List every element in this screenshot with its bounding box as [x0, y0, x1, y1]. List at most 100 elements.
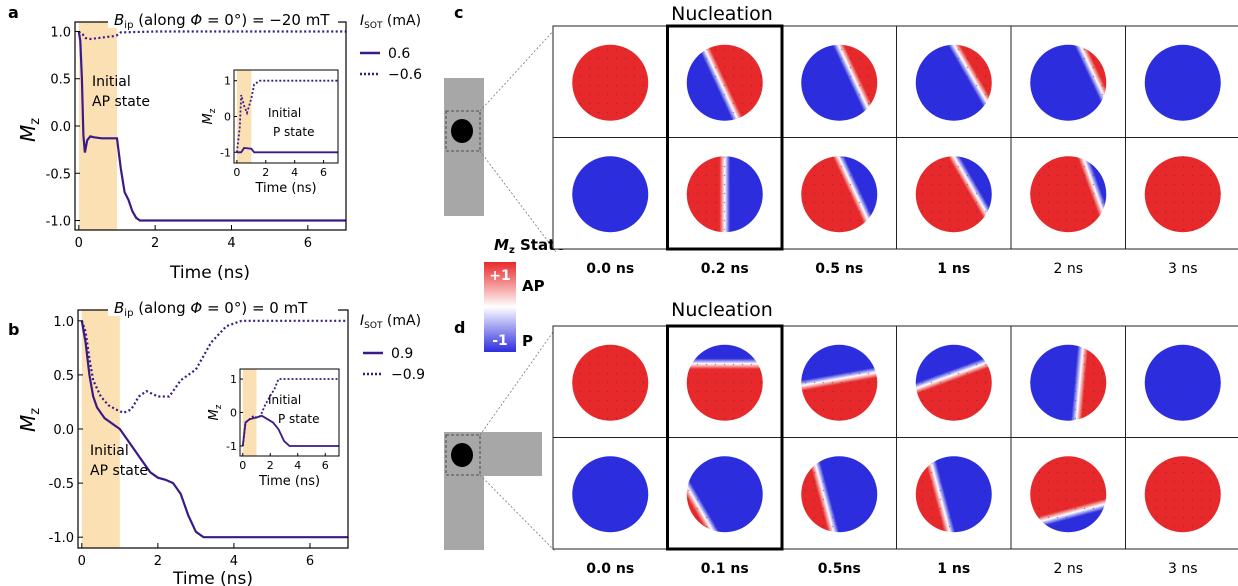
panel-b-xtick-label: 6 [306, 554, 314, 569]
panel-b-series-solid-line [80, 320, 348, 539]
panel-a-ytick-label: 1.0 [50, 25, 71, 40]
panel-b-inset-ytick-label: 1 [230, 373, 237, 386]
panel-b-annotation-1: Initial [90, 443, 129, 459]
panel-b-ylabel: Mz [16, 408, 43, 432]
device-strip-zoom-line-bottom [479, 150, 557, 253]
panel-b-legend-head: ISOT (mA) [360, 313, 421, 331]
panel-a-inset-ylabel: Mz [201, 108, 218, 124]
panel-a-inset-xtick-label: 2 [262, 166, 269, 179]
device-cross-mtj-dot [451, 443, 473, 467]
panel-a-ytick-label: -0.5 [46, 167, 71, 182]
panel-c-spin-texture [686, 44, 763, 121]
panel-b-xlabel: Time (ns) [172, 569, 253, 586]
device-strip-mtj-dot [451, 119, 473, 143]
panel-c-spin-texture [1030, 156, 1107, 233]
panel-b-letter: b [8, 320, 19, 339]
panel-c-time-label: 1 ns [937, 261, 970, 277]
device-cross-zoom-line-bottom [479, 474, 557, 553]
panel-a-ytick-label: 0.0 [50, 120, 71, 135]
panel-b-inset-xtick-label: 2 [267, 459, 274, 472]
device-cross-schematic [444, 327, 557, 553]
panel-b-ytick-label: 0.5 [53, 369, 74, 384]
panel-d-spin-texture [1030, 344, 1107, 421]
device-strip-zoom-box [445, 110, 481, 152]
panel-b-inset-ytick-label: -1 [226, 440, 237, 453]
colorbar-gradient [484, 262, 516, 352]
panel-b-inset-pulse-rect [242, 369, 257, 456]
panel-b-xtick-label: 0 [78, 554, 86, 569]
panel-d-time-label: 0.0 ns [586, 561, 634, 577]
panel-a-legend: ISOT (mA) 0.6 −0.6 [360, 13, 422, 83]
panel-d-letter: d [454, 318, 465, 337]
panel-c-spin-texture [1030, 44, 1107, 121]
panel-b-ytick-label: -0.5 [49, 477, 74, 492]
panel-b-xtick-label: 4 [230, 554, 238, 569]
device-strip-zoom-line-top [479, 27, 557, 112]
panel-c-grid [552, 24, 1238, 251]
panel-d-time-label: 3 ns [1168, 561, 1198, 577]
panel-d-spin-texture [801, 344, 878, 421]
panel-c-spin-texture [915, 44, 992, 121]
colorbar-top-state: AP [522, 277, 545, 295]
panel-d-nucleation-highlight [666, 324, 784, 551]
panel-b-pulse-rect [81, 310, 120, 548]
panel-a-inset-ytick-label: 0 [224, 111, 231, 124]
panel-a-series-dotted-line [78, 30, 346, 41]
panel-b-title: Bip (along Φ = 0°) = 0 mT [114, 299, 308, 319]
panel-a-inset-xtick-label: 0 [233, 166, 240, 179]
panel-c-spin-texture [1144, 156, 1221, 233]
panel-a-inset-ytick-label: 1 [224, 75, 231, 88]
panel-b-ytick-label: -1.0 [49, 531, 74, 546]
panel-b-legend-label-2: −0.9 [391, 367, 425, 383]
panel-a-xtick-label: 0 [75, 236, 83, 251]
panel-d-spin-texture [686, 344, 763, 421]
panel-d-time-labels: 0.0 ns 0.1 ns 0.5ns 1 ns 2 ns 3 ns [586, 561, 1197, 577]
panel-b-ytick-label: 0.0 [53, 423, 74, 438]
panel-a-legend-label-2: −0.6 [388, 67, 422, 83]
panel-d-spin-texture [572, 344, 649, 421]
panel-b-inset-annotation-1: Initial [268, 393, 301, 407]
panel-a-pulse-rect [78, 22, 117, 230]
panel-d-spin-texture [915, 344, 992, 421]
panel-d-grid [552, 324, 1238, 551]
panel-a-title: Bip (along Φ = 0°) = −20 mT [114, 11, 330, 31]
panel-a-plot [77, 30, 346, 222]
panel-a-letter: a [8, 3, 19, 22]
panel-a-xlabel: Time (ns) [169, 263, 250, 283]
panel-b-inset-xtick-label: 0 [239, 459, 246, 472]
colorbar-bottom-value: -1 [492, 333, 508, 349]
panel-a-xtick-label: 4 [227, 236, 235, 251]
panel-b-inset-ylabel: Mz [207, 404, 224, 420]
panel-d-heading: Nucleation [671, 299, 773, 321]
panel-b-legend: ISOT (mA) 0.9 −0.9 [360, 313, 425, 383]
panel-a-annotation-2: AP state [92, 94, 150, 110]
panel-b-annotation-2: AP state [90, 463, 148, 479]
device-strip-schematic [444, 27, 557, 253]
panel-d-spin-texture [686, 456, 763, 533]
device-cross-zoom-line-top [479, 327, 557, 436]
panel-b-legend-label-1: 0.9 [391, 346, 413, 362]
panel-a-ytick-label: 0.5 [50, 73, 71, 88]
panel-b-series-dotted-line [80, 319, 348, 414]
panel-a-inset-xlabel: Time (ns) [254, 181, 316, 196]
panel-c-spin-texture [572, 44, 649, 121]
panel-b-inset-xlabel: Time (ns) [258, 474, 320, 489]
panel-a-legend-head: ISOT (mA) [360, 13, 421, 31]
panel-c-spin-texture [686, 156, 763, 233]
panel-b-inset-xtick-label: 6 [322, 459, 329, 472]
panel-c-spin-texture [1144, 44, 1221, 121]
panel-a-pulse-band [78, 22, 117, 230]
panel-a-annotation-1: Initial [92, 74, 131, 90]
panel-b: b Bip (along Φ = 0°) = 0 mT 0 2 4 6 1.0 0.5 0.… [8, 299, 425, 586]
panel-d-spin-texture [915, 456, 992, 533]
panel-c-time-label: 2 ns [1053, 261, 1083, 277]
panel-a-series-solid-line [77, 31, 346, 222]
panel-b-ytick-label: 1.0 [53, 315, 74, 330]
panel-c-time-label: 3 ns [1168, 261, 1198, 277]
panel-a-inset-annotation-2: P state [273, 125, 314, 139]
panel-a-xtick-label: 6 [304, 236, 312, 251]
panel-d-time-label: 0.1 ns [701, 561, 749, 577]
panel-a-ylabel: Mz [16, 118, 43, 142]
